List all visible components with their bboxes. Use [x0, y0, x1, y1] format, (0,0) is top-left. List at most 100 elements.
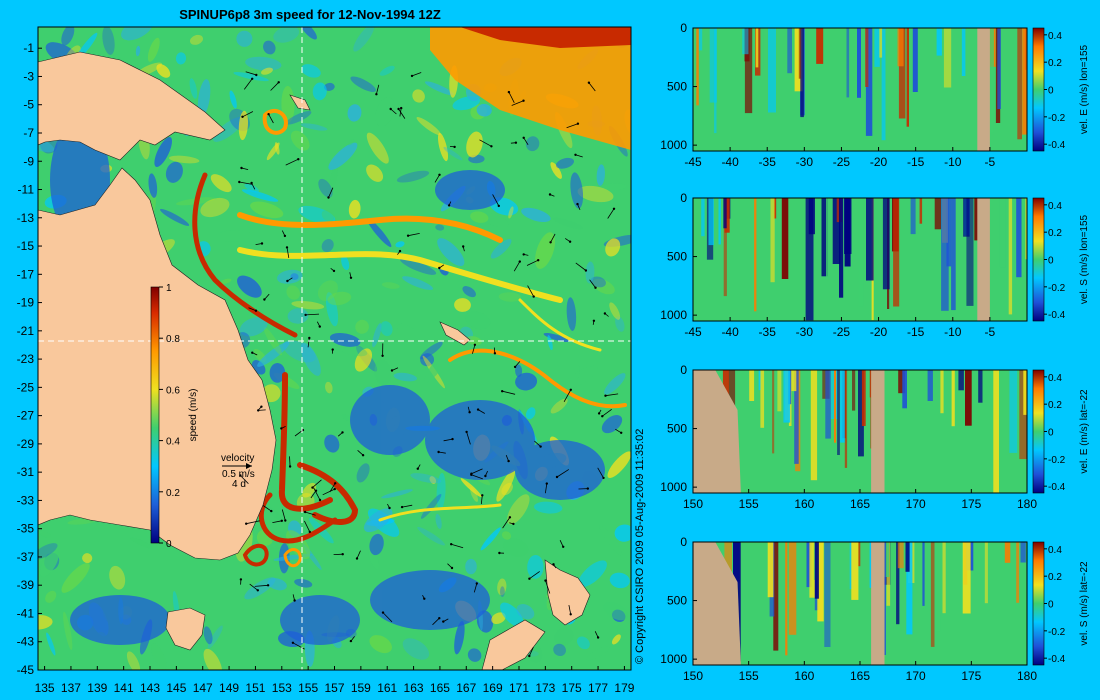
velocity-arrow-head	[528, 577, 531, 580]
section-colorbar-tick-label: 0.2	[1048, 572, 1062, 583]
velocity-arrow	[262, 505, 272, 512]
velocity-arrow	[559, 540, 564, 547]
velocity-arrow	[511, 100, 524, 106]
map-x-tick-label: 171	[509, 681, 529, 695]
velocity-arrow-head	[284, 519, 287, 522]
velocity-arrow	[399, 108, 402, 117]
velocity-arrow-head	[596, 636, 600, 639]
section-frame	[692, 27, 1028, 152]
section-land	[871, 542, 885, 665]
ocean-texture-patch	[214, 230, 252, 242]
section-colorbar	[1032, 369, 1045, 494]
ocean-texture-patch	[148, 173, 158, 198]
ocean-texture-patch	[147, 37, 160, 62]
ocean-texture-patch	[241, 189, 279, 202]
map-y-tick-label: -39	[17, 578, 35, 592]
ocean-texture-patch	[321, 210, 334, 222]
ocean-texture-patch	[237, 275, 262, 298]
velocity-arrow-head	[304, 313, 307, 317]
map-axes: 135 137 139 141 143 145 147 149 151 153 155 157 159 1…	[17, 41, 635, 695]
ocean-texture-patch	[175, 52, 187, 65]
section-colorbar-tick-label: 0.2	[1048, 228, 1062, 239]
ocean-texture-patch	[599, 525, 623, 557]
velocity-arrow	[550, 233, 556, 243]
velocity-arrow	[568, 605, 572, 615]
velocity-arrow-head	[270, 509, 273, 513]
section-field	[693, 28, 1027, 151]
ocean-texture-patch	[550, 162, 562, 179]
ocean-texture-patch	[435, 513, 442, 529]
new-guinea-land	[38, 51, 226, 161]
ocean-texture-patch	[465, 558, 477, 575]
section-streak	[1004, 542, 1011, 563]
velocity-arrow	[528, 646, 534, 657]
section-streak	[800, 28, 804, 118]
velocity-arrow-head	[592, 319, 596, 322]
section-streak	[946, 198, 952, 267]
velocity-arrow	[566, 123, 579, 129]
section-land	[977, 28, 990, 151]
section-streak	[1020, 542, 1026, 563]
velocity-arrow-head	[532, 295, 535, 298]
ocean-texture-patch	[381, 489, 413, 499]
map-x-tick-label: 147	[193, 681, 213, 695]
section-x-tick-label: -25	[833, 155, 851, 169]
velocity-arrow	[248, 307, 257, 312]
velocity-arrow-head	[545, 482, 548, 485]
speed-colorbar-ticks: 1 0.8 0.6 0.4 0.2 0	[159, 283, 180, 550]
velocity-arrow-head	[438, 266, 441, 270]
velocity-arrow	[432, 617, 440, 626]
section-streak	[951, 370, 955, 427]
ocean-texture-patch	[550, 398, 568, 414]
section-streak	[896, 542, 900, 625]
ocean-texture-patch	[348, 199, 361, 219]
velocity-arrow-head	[263, 298, 266, 301]
section-streak	[930, 542, 935, 647]
section-x-tick-label: 150	[683, 497, 703, 511]
section-colorbar-tick-label: -0.2	[1048, 283, 1066, 294]
section-colorbar-tick-label: -0.4	[1048, 654, 1066, 665]
ocean-texture-patch	[421, 493, 442, 519]
ocean-texture-patch	[611, 634, 621, 645]
ocean-texture-patch	[220, 278, 232, 284]
section-streak	[943, 28, 952, 88]
velocity-arrow-head	[238, 180, 241, 184]
velocity-arrow	[492, 194, 500, 207]
ocean-texture-patch	[135, 45, 141, 57]
map-x-tick-label: 141	[114, 681, 134, 695]
map-x-tick-label: 137	[61, 681, 81, 695]
section-streak	[844, 370, 848, 468]
section-x-tick-label: 160	[794, 669, 814, 683]
section-y-tick-label: 0	[680, 535, 687, 549]
velocity-arrow-head	[251, 351, 254, 354]
section-field	[693, 542, 1027, 665]
section-y-tick-label: 0	[680, 191, 687, 205]
section-x-tick-label: 175	[961, 497, 981, 511]
section-streak	[861, 370, 866, 426]
section-streak	[788, 542, 797, 635]
section-streak	[825, 370, 831, 439]
ocean-texture-patch	[547, 335, 553, 351]
map-x-tick-label: 153	[272, 681, 292, 695]
section-streak	[905, 542, 910, 572]
velocity-arrow-head	[388, 506, 391, 510]
velocity-arrow-head	[597, 412, 601, 415]
velocity-arrow-head	[332, 269, 336, 273]
ocean-texture-patch	[604, 373, 626, 395]
section-streak	[942, 542, 946, 614]
ocean-texture-patch	[229, 90, 237, 109]
section-streak	[834, 370, 837, 443]
section-x-tick-label: 175	[961, 669, 981, 683]
section-streak	[859, 198, 864, 307]
section-ylabel: vel. S (m/s) lon=155	[1079, 214, 1090, 304]
velocity-arrow	[479, 139, 492, 147]
section-streak	[821, 198, 828, 277]
ocean-texture-patch	[274, 142, 280, 155]
section-streak	[941, 198, 949, 311]
ocean-texture-patch	[515, 372, 538, 391]
section-panel-4: 150 155 160 165 170 175 180 0 500 1000 0.4 0.2 0 -0.2…	[660, 535, 1090, 683]
map-y-tick-label: -9	[23, 154, 34, 168]
ocean-texture-patch	[501, 482, 513, 496]
section-streak	[963, 198, 970, 237]
